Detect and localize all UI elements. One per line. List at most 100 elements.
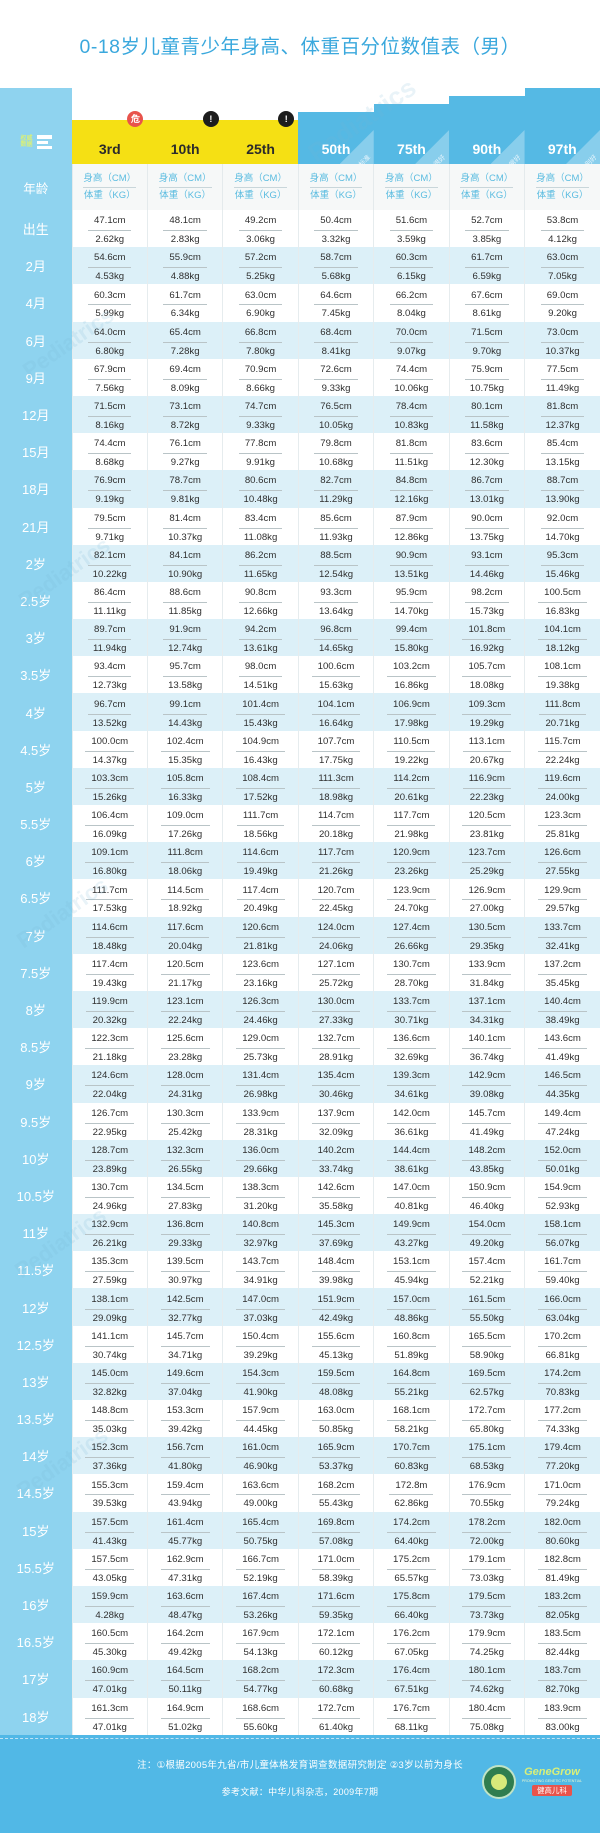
percentile-97th[interactable]: 97th 特别好 bbox=[524, 88, 600, 164]
weight-value: 39.53kg bbox=[92, 1498, 127, 1510]
weight-value: 18.48kg bbox=[92, 940, 127, 952]
value-cell: 170.2cm 66.81kg bbox=[524, 1325, 600, 1363]
value-cell: 89.7cm 11.94kg bbox=[71, 619, 148, 657]
value-cell: 160.5cm 45.30kg bbox=[71, 1623, 148, 1661]
height-value: 158.1cm bbox=[538, 1219, 587, 1236]
age-cell: 2月 bbox=[0, 247, 73, 285]
weight-value: 74.62kg bbox=[469, 1684, 504, 1696]
height-value: 170.7cm bbox=[387, 1442, 436, 1459]
table-row: 7.5岁 117.4cm 19.43kg 120.5cm 21.17kg 123.6cm 2… bbox=[0, 953, 600, 991]
percentile-3rd[interactable]: 3rd 危 bbox=[72, 111, 148, 164]
height-value: 90.9cm bbox=[389, 550, 434, 566]
height-value: 148.8cm bbox=[85, 1405, 135, 1422]
value-cell: 157.0cm 48.86kg bbox=[373, 1288, 450, 1326]
percentile-50th[interactable]: 50th 标准 bbox=[298, 112, 374, 164]
weight-value: 24.00kg bbox=[545, 791, 580, 803]
height-value: 165.9cm bbox=[311, 1442, 361, 1459]
height-value: 74.7cm bbox=[238, 401, 283, 418]
percentile-header-cell[interactable]: 97th 特别好 bbox=[524, 88, 600, 164]
weight-value: 68.11kg bbox=[394, 1721, 429, 1733]
percentile-header-cell[interactable]: 3rd 危 bbox=[72, 88, 148, 164]
weight-value: 60.68kg bbox=[318, 1684, 354, 1696]
value-cell: 61.7cm 6.59kg bbox=[448, 247, 525, 285]
height-value: 93.1cm bbox=[465, 550, 509, 566]
height-value: 135.4cm bbox=[311, 1070, 361, 1087]
weight-value: 19.29kg bbox=[469, 717, 504, 729]
percentile-25th[interactable]: 25th! bbox=[222, 111, 299, 164]
percentile-90th[interactable]: 90th 非常好 bbox=[449, 96, 525, 164]
height-value: 120.7cm bbox=[311, 885, 361, 901]
weight-value: 5.25kg bbox=[246, 271, 275, 283]
height-value: 86.4cm bbox=[88, 587, 132, 603]
percentile-header-cell[interactable]: 25th! bbox=[222, 88, 299, 164]
percentile-header-cell[interactable]: 50th 标准 bbox=[298, 88, 374, 164]
weight-value: 19.49kg bbox=[243, 866, 278, 878]
height-value: 96.8cm bbox=[314, 624, 358, 641]
table-row: 18月 76.9cm 9.19kg 78.7cm 9.81kg 80.6cm 10.48kg… bbox=[0, 470, 600, 508]
height-value: 108.4cm bbox=[236, 773, 285, 789]
height-unit-label: 身高（CM） bbox=[83, 173, 137, 188]
weight-value: 57.08kg bbox=[318, 1535, 354, 1547]
height-value: 84.1cm bbox=[163, 550, 207, 566]
percentile-10th[interactable]: 10th! bbox=[147, 111, 223, 164]
weight-value: 18.06kg bbox=[168, 866, 203, 878]
weight-value: 16.33kg bbox=[168, 791, 203, 803]
height-value: 116.9cm bbox=[462, 773, 511, 789]
value-cell: 50.4cm 3.32kg bbox=[297, 210, 374, 248]
table-head: 权威 数据 3rd 危 10th! 25th! 50th 标准 75th 很好 90t… bbox=[0, 88, 600, 210]
value-cell: 117.7cm 21.26kg bbox=[297, 842, 374, 880]
height-value: 58.7cm bbox=[314, 252, 358, 269]
value-cell: 131.4cm 26.98kg bbox=[222, 1065, 299, 1103]
height-value: 77.8cm bbox=[238, 438, 283, 455]
table-row: 9岁 124.6cm 22.04kg 128.0cm 24.31kg 131.4cm 26.… bbox=[0, 1065, 600, 1103]
value-cell: 161.5cm 55.50kg bbox=[448, 1288, 525, 1326]
value-cell: 130.0cm 27.33kg bbox=[297, 990, 374, 1029]
height-value: 76.9cm bbox=[88, 475, 132, 492]
weight-value: 51.89kg bbox=[394, 1349, 429, 1361]
value-cell: 147.0cm 40.81kg bbox=[373, 1176, 450, 1215]
percentile-header-cell[interactable]: 75th 很好 bbox=[373, 88, 450, 164]
weight-value: 16.86kg bbox=[394, 680, 429, 692]
weight-value: 73.73kg bbox=[469, 1610, 504, 1622]
weight-value: 68.53kg bbox=[469, 1461, 504, 1473]
age-cell: 2岁 bbox=[0, 544, 73, 582]
weight-value: 10.37kg bbox=[545, 345, 580, 357]
weight-value: 74.25kg bbox=[469, 1647, 504, 1659]
value-cell: 58.7cm 5.68kg bbox=[297, 247, 374, 285]
weight-value: 15.63kg bbox=[318, 680, 354, 692]
value-cell: 161.7cm 59.40kg bbox=[524, 1251, 600, 1289]
value-cell: 49.2cm 3.06kg bbox=[222, 210, 299, 248]
unit-cell: 身高（CM） 体重（KG） bbox=[448, 164, 525, 210]
height-value: 119.6cm bbox=[538, 773, 587, 789]
height-value: 133.7cm bbox=[538, 922, 587, 938]
weight-value: 28.31kg bbox=[243, 1126, 278, 1138]
age-cell: 5岁 bbox=[0, 767, 73, 805]
table-row: 21月 79.5cm 9.71kg 81.4cm 10.37kg 83.4cm 11.08k… bbox=[0, 507, 600, 545]
height-value: 63.0cm bbox=[540, 252, 585, 269]
percentile-header-cell[interactable]: 90th 非常好 bbox=[449, 88, 525, 164]
weight-value: 27.00kg bbox=[469, 903, 504, 915]
weight-value: 34.91kg bbox=[243, 1275, 278, 1287]
weight-value: 52.19kg bbox=[243, 1572, 278, 1584]
value-cell: 53.8cm 4.12kg bbox=[524, 210, 600, 248]
value-cell: 132.9cm 26.21kg bbox=[71, 1214, 148, 1252]
percentile-75th[interactable]: 75th 很好 bbox=[373, 104, 450, 164]
value-cell: 167.4cm 53.26kg bbox=[222, 1585, 299, 1624]
height-unit-label: 身高（CM） bbox=[158, 173, 212, 188]
table-row: 13岁 145.0cm 32.82kg 149.6cm 37.04kg 154.3cm 41… bbox=[0, 1362, 600, 1400]
height-value: 153.1cm bbox=[387, 1256, 436, 1273]
value-cell: 179.9cm 74.25kg bbox=[448, 1623, 525, 1661]
height-value: 174.2cm bbox=[387, 1517, 436, 1533]
value-cell: 144.4cm 38.61kg bbox=[373, 1139, 450, 1177]
logo-name: GeneGrow bbox=[524, 1766, 580, 1779]
weight-value: 49.00kg bbox=[243, 1498, 278, 1510]
percentile-header-cell[interactable]: 10th! bbox=[147, 88, 223, 164]
height-value: 129.0cm bbox=[236, 1033, 285, 1050]
unit-cell: 身高（CM） 体重（KG） bbox=[524, 164, 600, 210]
value-cell: 82.1cm 10.22kg bbox=[71, 544, 148, 582]
height-value: 99.4cm bbox=[389, 624, 434, 641]
weight-value: 10.83kg bbox=[394, 420, 429, 432]
weight-value: 64.40kg bbox=[394, 1535, 429, 1547]
table-row: 5.5岁 106.4cm 16.09kg 109.0cm 17.26kg 111.7cm 1… bbox=[0, 805, 600, 843]
height-value: 154.0cm bbox=[462, 1219, 512, 1236]
